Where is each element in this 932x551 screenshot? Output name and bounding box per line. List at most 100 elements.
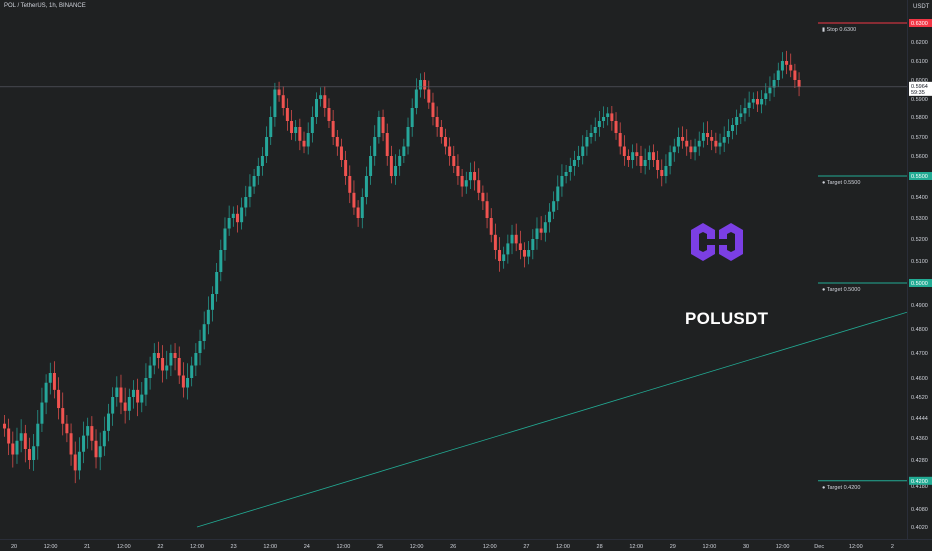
candle-body	[231, 213, 235, 218]
target-label: ● Target 0.5000	[822, 287, 860, 293]
candle-body	[755, 99, 759, 105]
trendline[interactable]	[196, 311, 907, 528]
candle-body	[448, 146, 452, 156]
candle-body	[98, 446, 102, 458]
candle-body	[427, 89, 431, 103]
candle-body	[77, 451, 81, 471]
time-tick-label: 12:00	[410, 544, 424, 550]
candle-body	[452, 156, 456, 166]
candle-body	[543, 222, 547, 233]
candle-body	[181, 375, 185, 388]
candle-body	[419, 80, 422, 90]
candle-body	[144, 378, 148, 395]
candle-body	[510, 234, 514, 244]
time-scale[interactable]: 20 12:00 21 12:00 22 12:00 23 12:00 24 12:00 25 12:…	[0, 539, 932, 551]
price-chart[interactable]: ▮ Stop 0.6300 ● Target 0.5500 ● Target 0.5…	[0, 0, 907, 539]
candle-body	[385, 133, 389, 156]
candle-body	[493, 234, 497, 250]
candle-body	[294, 127, 298, 133]
candle-body	[206, 309, 210, 325]
candle-body	[202, 324, 206, 341]
candle-body	[518, 243, 522, 250]
candle-body	[676, 137, 680, 147]
candle-body	[581, 146, 585, 156]
candle-body	[498, 250, 502, 261]
time-tick-label: 23	[231, 544, 237, 550]
time-tick-label: Dec	[814, 544, 824, 550]
price-tick-label: 0.4020	[911, 525, 928, 531]
candle-body	[90, 426, 94, 441]
candle-body	[593, 127, 597, 133]
candle-body	[219, 250, 223, 272]
price-tick-label: 0.6200	[911, 40, 928, 46]
target-axis-tag	[909, 279, 932, 287]
candle-body	[240, 207, 244, 223]
candle-body	[618, 133, 622, 147]
candle-body	[747, 102, 751, 108]
time-tick-label: 12:00	[190, 544, 204, 550]
time-tick-label: 12:00	[776, 544, 790, 550]
logo-left-hex	[691, 223, 715, 261]
candle-body	[577, 156, 581, 160]
candle-body	[373, 137, 377, 156]
currency-label[interactable]: USDT	[913, 4, 930, 10]
time-tick-label: 20	[11, 544, 17, 550]
candle-body	[556, 186, 560, 202]
price-tick-label: 0.4600	[911, 376, 928, 382]
candle-body	[560, 176, 564, 187]
candle-body	[610, 113, 614, 121]
candle-body	[352, 192, 356, 208]
price-tick-label: 0.5800	[911, 115, 928, 121]
candle-body	[73, 454, 77, 471]
candle-body	[651, 152, 655, 160]
candle-body	[381, 117, 385, 133]
candle-body	[410, 108, 414, 127]
candle-body	[27, 449, 31, 460]
candle-body	[647, 152, 651, 160]
price-scale[interactable]: 0.6200 0.6100 0.6000 0.5900 0.5800 0.5700 0.56…	[907, 0, 932, 540]
level-axis-label: 0.5000	[911, 281, 928, 287]
price-tick-label: 0.4444	[911, 416, 928, 422]
candle-body	[323, 95, 327, 108]
candle-body	[477, 180, 481, 193]
candle-body	[86, 426, 90, 436]
candle-body	[414, 89, 418, 108]
candle-body	[227, 218, 231, 229]
candle-body	[198, 341, 202, 353]
candle-body	[319, 95, 323, 99]
candle-body	[52, 373, 56, 390]
candle-body	[797, 80, 801, 87]
candle-body	[706, 133, 710, 137]
candle-body	[302, 140, 306, 147]
candle-body	[161, 358, 165, 371]
price-tick-label: 0.4360	[911, 436, 928, 442]
candle-body	[489, 218, 493, 235]
candle-body	[69, 433, 73, 455]
candle-body	[190, 365, 194, 378]
candle-body	[468, 172, 472, 181]
candle-body	[269, 117, 273, 137]
candle-body	[473, 172, 477, 181]
candle-body	[631, 152, 635, 160]
candle-body	[148, 365, 152, 378]
candle-body	[169, 353, 173, 366]
candle-body	[743, 108, 747, 114]
candle-body	[339, 146, 343, 160]
candle-body	[152, 353, 156, 366]
candle-body	[335, 137, 339, 147]
candle-body	[356, 207, 360, 218]
candle-body	[789, 64, 793, 71]
last-price-tag	[909, 81, 932, 96]
candle-body	[94, 440, 98, 458]
candle-body	[65, 423, 69, 434]
time-tick-label: 28	[597, 544, 603, 550]
symbol-header[interactable]: POL / TetherUS, 1h, BINANCE	[4, 3, 86, 9]
candle-body	[523, 250, 526, 257]
candle-body	[11, 443, 15, 455]
candles	[3, 50, 801, 484]
stop-axis-tag	[909, 19, 932, 27]
candle-body	[681, 137, 685, 141]
candle-body	[177, 358, 181, 376]
time-tick-label: 29	[670, 544, 676, 550]
